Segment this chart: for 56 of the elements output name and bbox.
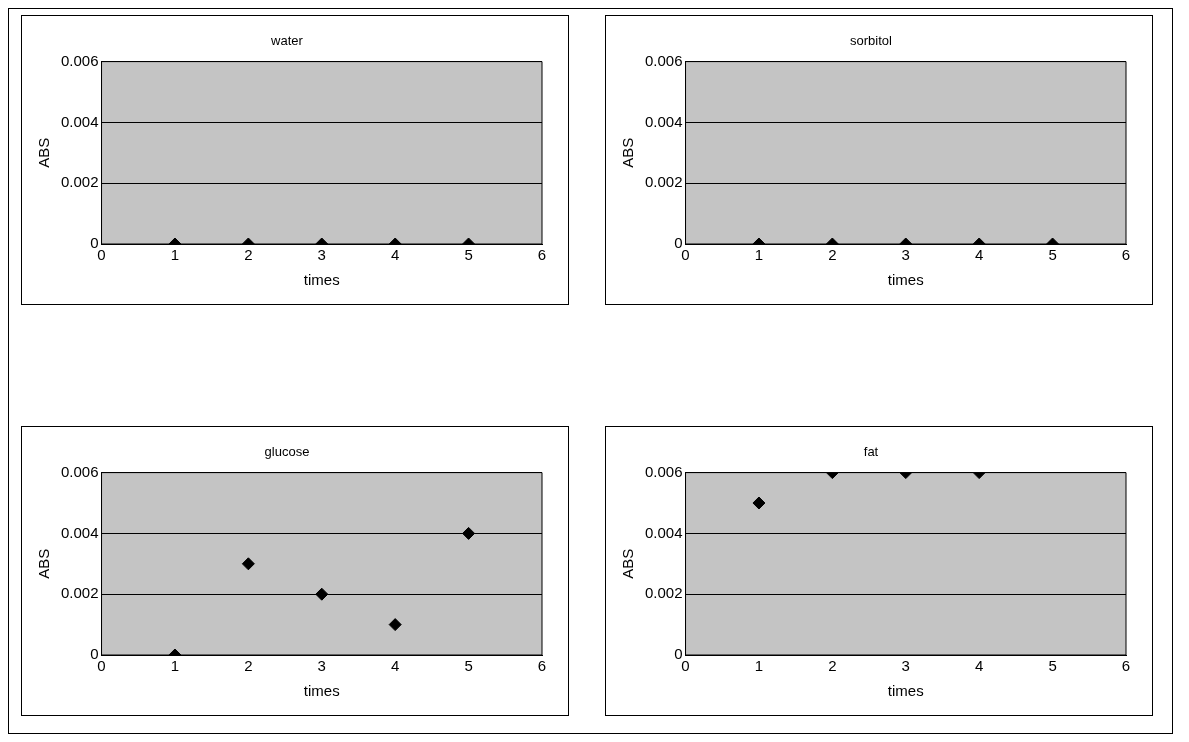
- point: [462, 526, 476, 540]
- y-tick-label: 0.002: [60, 173, 99, 191]
- y-tick-label: 0: [674, 234, 683, 252]
- x-tick-label: 3: [901, 246, 910, 264]
- point: [241, 557, 255, 571]
- x-tick-label: 3: [317, 657, 326, 675]
- x-tick-label: 5: [1048, 246, 1057, 264]
- x-tick-label: 1: [170, 657, 180, 675]
- x-tick-label: 6: [1121, 657, 1131, 675]
- x-tick-label: 1: [754, 246, 764, 264]
- y-tick-label: 0.002: [644, 173, 683, 191]
- x-tick-label: 4: [975, 657, 984, 675]
- chart-title: fat: [863, 444, 879, 460]
- y-axis-title: ABS: [619, 548, 637, 579]
- x-tick-label: 3: [317, 246, 326, 264]
- y-tick-label: 0: [90, 645, 99, 663]
- point: [388, 618, 402, 632]
- y-tick-label: 0.006: [644, 462, 683, 480]
- y-tick-label: 0.004: [644, 112, 683, 130]
- x-tick-label: 1: [170, 246, 180, 264]
- x-axis-title: times: [303, 271, 340, 289]
- x-tick-label: 4: [975, 246, 984, 264]
- y-tick-label: 0.006: [60, 51, 99, 69]
- x-tick-label: 6: [537, 657, 547, 675]
- y-tick-label: 0.006: [644, 51, 683, 69]
- chart-title: glucose: [264, 444, 310, 460]
- x-tick-label: 6: [1121, 246, 1131, 264]
- chart-title: water: [270, 33, 304, 49]
- point: [315, 587, 329, 601]
- x-tick-label: 2: [828, 657, 837, 675]
- x-tick-label: 5: [464, 246, 473, 264]
- y-axis-title: ABS: [619, 137, 637, 168]
- y-tick-label: 0.002: [644, 584, 683, 602]
- x-tick-label: 3: [901, 657, 910, 675]
- x-axis-title: times: [887, 682, 924, 700]
- x-tick-label: 1: [754, 657, 764, 675]
- x-tick-label: 5: [464, 657, 473, 675]
- x-tick-label: 6: [537, 246, 547, 264]
- x-tick-label: 4: [391, 246, 400, 264]
- chart-title: sorbitol: [850, 33, 893, 49]
- y-tick-label: 0: [90, 234, 99, 252]
- y-tick-label: 0.002: [60, 584, 99, 602]
- y-tick-label: 0.004: [60, 112, 99, 130]
- y-tick-label: 0.006: [60, 462, 99, 480]
- x-tick-label: 2: [244, 657, 253, 675]
- y-axis-title: ABS: [35, 137, 53, 168]
- x-tick-label: 2: [244, 246, 253, 264]
- x-tick-label: 4: [391, 657, 400, 675]
- y-tick-label: 0.004: [60, 523, 99, 541]
- y-axis-title: ABS: [35, 548, 53, 579]
- x-tick-label: 5: [1048, 657, 1057, 675]
- y-tick-label: 0.004: [644, 523, 683, 541]
- x-axis-title: times: [887, 271, 924, 289]
- y-tick-label: 0: [674, 645, 683, 663]
- x-tick-label: 2: [828, 246, 837, 264]
- x-axis-title: times: [303, 682, 340, 700]
